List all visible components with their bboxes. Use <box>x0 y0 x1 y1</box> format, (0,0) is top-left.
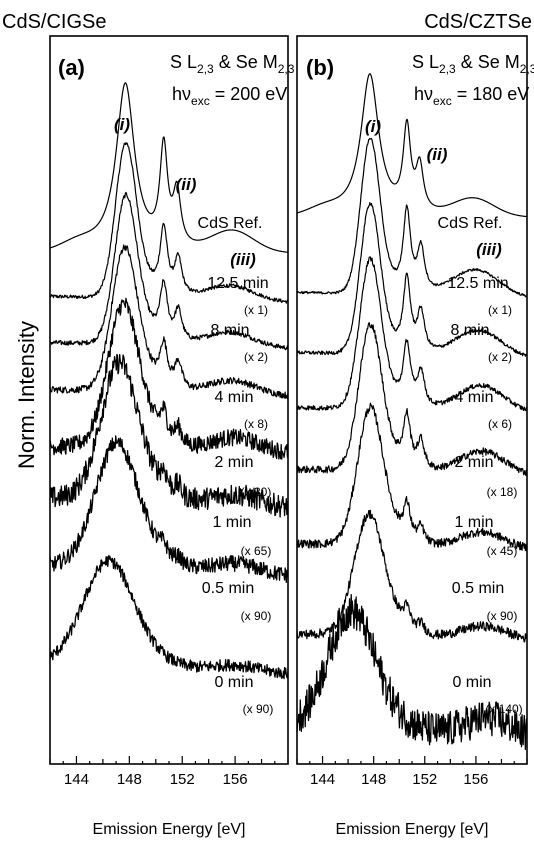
panel-b-label: (b) <box>306 55 334 80</box>
series-line-1-min <box>296 402 528 553</box>
series-line-0-5-min <box>49 435 289 584</box>
peak-label: (i) <box>365 117 381 136</box>
series-label: 4 min <box>214 389 253 406</box>
series-label: CdS Ref. <box>198 215 263 232</box>
series-line-0-min <box>49 554 289 680</box>
series-line-0-min <box>296 594 528 751</box>
series-line-2-min <box>296 322 528 477</box>
x-tick-label: 156 <box>223 771 248 788</box>
peak-label: (ii) <box>427 145 448 164</box>
series-line-4-min <box>49 244 289 400</box>
series-scale-factor: (x 8) <box>244 417 268 431</box>
series-label: 2 min <box>214 454 253 471</box>
series-scale-factor: (x 90) <box>241 609 272 623</box>
panel-a-x-ticks: 144 148 152 156 <box>49 756 289 788</box>
panel-a-x-axis-label: Emission Energy [eV] <box>93 821 246 838</box>
series-scale-factor: (x 30) <box>241 485 272 499</box>
series-label: 12.5 min <box>447 275 508 292</box>
series-scale-factor: (x 140) <box>485 702 522 716</box>
peak-label: (iii) <box>476 240 502 259</box>
panel-b-title: CdS/CZTSe <box>424 11 532 33</box>
series-label: 12.5 min <box>207 275 268 292</box>
series-label: 8 min <box>450 322 489 339</box>
peak-label: (ii) <box>176 175 197 194</box>
series-label: 0 min <box>452 674 491 691</box>
series-scale-factor: (x 1) <box>488 303 512 317</box>
x-tick-label: 148 <box>117 771 142 788</box>
series-scale-factor: (x 90) <box>243 702 274 716</box>
series-scale-factor: (x 2) <box>244 350 268 364</box>
series-label: CdS Ref. <box>438 215 503 232</box>
series-line-0-5-min <box>296 509 528 643</box>
panel-b-x-ticks: 144 148 152 156 <box>296 756 528 788</box>
series-line-2-min <box>49 297 289 460</box>
series-line-cds-ref- <box>49 82 289 253</box>
series-scale-factor: (x 18) <box>487 485 518 499</box>
y-axis-label: Norm. Intensity <box>14 321 39 469</box>
x-tick-label: 144 <box>64 771 89 788</box>
series-label: 2 min <box>454 454 493 471</box>
series-label: 0 min <box>214 674 253 691</box>
series-line-4-min <box>296 256 528 413</box>
series-scale-factor: (x 6) <box>488 417 512 431</box>
series-scale-factor: (x 90) <box>487 609 518 623</box>
panel-a: CdS/CIGSe (a) S L2,3 & Se M2,3 hνexc = 2… <box>2 11 295 838</box>
series-line-8-min <box>49 191 289 351</box>
series-label: 1 min <box>212 514 251 531</box>
panel-a-annotation-2: hνexc = 200 eV <box>172 84 287 108</box>
peak-label: (i) <box>114 115 130 134</box>
panel-a-curves <box>49 82 289 680</box>
x-tick-label: 156 <box>463 771 488 788</box>
series-label: 0.5 min <box>202 580 254 597</box>
series-line-12-5-min <box>296 137 528 298</box>
series-scale-factor: (x 45) <box>487 544 518 558</box>
series-scale-factor: (x 1) <box>244 303 268 317</box>
series-label: 1 min <box>454 514 493 531</box>
panel-b-curves <box>296 73 528 751</box>
series-line-1-min <box>49 353 289 518</box>
panel-a-title: CdS/CIGSe <box>2 11 106 33</box>
x-tick-label: 152 <box>412 771 437 788</box>
x-tick-label: 144 <box>310 771 335 788</box>
series-scale-factor: (x 65) <box>241 544 272 558</box>
panel-b: CdS/CZTSe (b) S L2,3 & Se M2,3 hνexc = 1… <box>296 11 534 838</box>
panel-a-annotation-1: S L2,3 & Se M2,3 <box>170 52 295 76</box>
series-line-8-min <box>296 201 528 357</box>
peak-label: (iii) <box>230 250 256 269</box>
series-label: 4 min <box>454 389 493 406</box>
series-label: 8 min <box>210 322 249 339</box>
panel-b-series-labels: CdS Ref. 12.5 min (x 1) 8 min (x 2) 4 min (x 6… <box>365 117 523 716</box>
panel-a-series-labels: CdS Ref. 12.5 min (x 1) 8 min (x 2) 4 min (x 8… <box>114 115 273 716</box>
series-scale-factor: (x 2) <box>488 350 512 364</box>
x-tick-label: 152 <box>170 771 195 788</box>
panel-b-annotation-2: hνexc = 180 eV <box>414 84 529 108</box>
panel-b-annotation-1: S L2,3 & Se M2,3 <box>412 52 534 76</box>
series-line-12-5-min <box>49 142 289 304</box>
x-tick-label: 148 <box>361 771 386 788</box>
series-line-cds-ref- <box>296 73 528 218</box>
series-label: 0.5 min <box>452 580 504 597</box>
panel-b-x-axis-label: Emission Energy [eV] <box>336 821 489 838</box>
panel-a-label: (a) <box>58 55 85 80</box>
